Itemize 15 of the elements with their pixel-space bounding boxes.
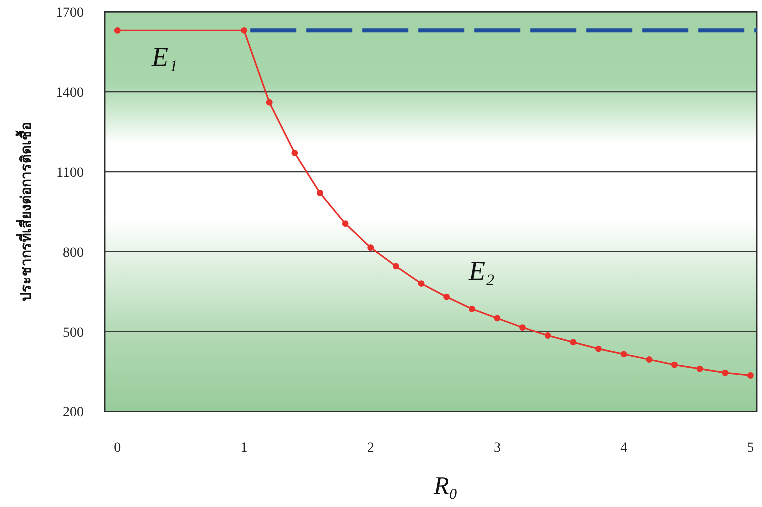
xtick-label: 2 [367, 441, 374, 456]
xtick-label: 0 [114, 441, 122, 456]
annotation: E₂ [469, 256, 495, 286]
xtick-label: 4 [620, 441, 628, 456]
ytick-label: 1400 [56, 86, 84, 101]
xtick-label: 1 [240, 441, 248, 456]
ytick-label: 1100 [56, 166, 84, 181]
ytick-label: 200 [63, 406, 84, 421]
xtick-label: 3 [494, 441, 501, 456]
ytick-label: 1700 [56, 6, 84, 21]
annotation: E₁ [152, 42, 178, 72]
x-axis-title: R₀ [434, 473, 458, 500]
ytick-label: 800 [63, 246, 84, 261]
ytick-label: 500 [63, 326, 84, 341]
xtick-label: 5 [747, 441, 754, 456]
